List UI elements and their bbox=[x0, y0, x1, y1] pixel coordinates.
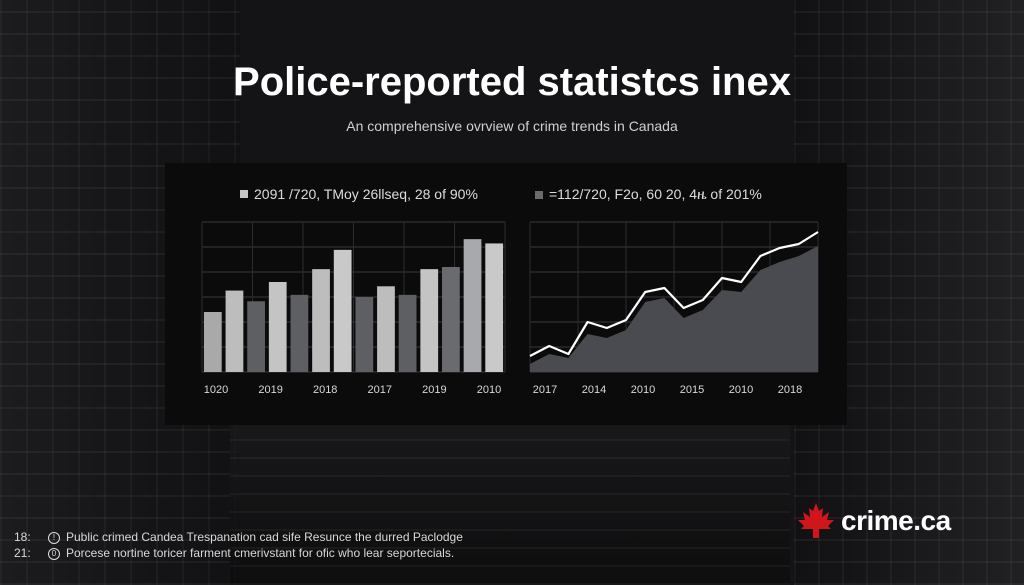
series-line bbox=[529, 231, 819, 357]
area-x-tick-label: 2018 bbox=[778, 384, 802, 396]
area-x-tick-label: 2010 bbox=[729, 384, 753, 396]
footer-line-2-number: 21: bbox=[14, 546, 31, 560]
area-chart-legend: =112/720, F2o, 60 20, 4ዜ of 201% bbox=[535, 186, 762, 203]
bar bbox=[290, 294, 309, 372]
info-icon: ! bbox=[48, 531, 60, 544]
bar bbox=[420, 269, 439, 372]
bar bbox=[268, 282, 287, 372]
bar bbox=[485, 243, 504, 372]
area-legend-swatch bbox=[535, 190, 543, 199]
bar-chart-legend: 2091 /720, TMoy 26llseq, 28 of 90% bbox=[240, 186, 478, 202]
footer-line-2-text: Porcese nortine toricer farment cmerivst… bbox=[66, 546, 455, 560]
bar bbox=[247, 301, 265, 372]
area-x-tick-label: 2017 bbox=[533, 384, 557, 396]
bar bbox=[442, 267, 460, 372]
bar bbox=[355, 297, 374, 372]
background-building-bottom bbox=[230, 420, 790, 585]
bar-x-tick-label: 2019 bbox=[422, 384, 446, 396]
page-subtitle: An comprehensive ovrview of crime trends… bbox=[346, 118, 678, 134]
area-fill bbox=[530, 246, 818, 372]
bar-x-tick-label: 2018 bbox=[313, 384, 337, 396]
footer-line-2: 21: 0 Porcese nortine toricer farment cmer… bbox=[14, 546, 454, 560]
bar bbox=[225, 290, 244, 372]
bar-x-tick-label: 2017 bbox=[368, 384, 392, 396]
footer-line-1-text: Public crimed Candea Trespanation cad si… bbox=[66, 530, 463, 544]
area-x-tick-label: 2010 bbox=[631, 384, 655, 396]
bar bbox=[333, 249, 352, 372]
bar bbox=[203, 312, 222, 372]
area-legend-text: =112/720, F2o, 60 20, 4ዜ of 201% bbox=[549, 186, 762, 202]
bar bbox=[312, 269, 330, 372]
bar-legend-text: 2091 /720, TMoy 26llseq, 28 of 90% bbox=[254, 186, 478, 202]
bar-x-tick-label: 1020 bbox=[204, 384, 228, 396]
bar-x-tick-label: 2010 bbox=[477, 384, 501, 396]
bar-legend-swatch bbox=[240, 190, 248, 198]
bar bbox=[398, 294, 417, 372]
maple-leaf-icon bbox=[798, 503, 834, 538]
bar bbox=[377, 286, 395, 372]
logo-text: crime.ca bbox=[841, 505, 951, 536]
footer-line-1-number: 18: bbox=[14, 530, 31, 544]
bar-x-tick-label: 2019 bbox=[258, 384, 282, 396]
area-x-tick-label: 2014 bbox=[582, 384, 606, 396]
crime-ca-logo: crime.ca bbox=[795, 500, 951, 542]
area-x-tick-label: 2015 bbox=[680, 384, 704, 396]
page-title: Police-reported statistcs inex bbox=[233, 60, 791, 104]
bar bbox=[463, 239, 482, 372]
footer-line-1: 18:! Public crimed Candea Trespanation ca… bbox=[14, 530, 463, 544]
circle-icon: 0 bbox=[48, 547, 60, 560]
